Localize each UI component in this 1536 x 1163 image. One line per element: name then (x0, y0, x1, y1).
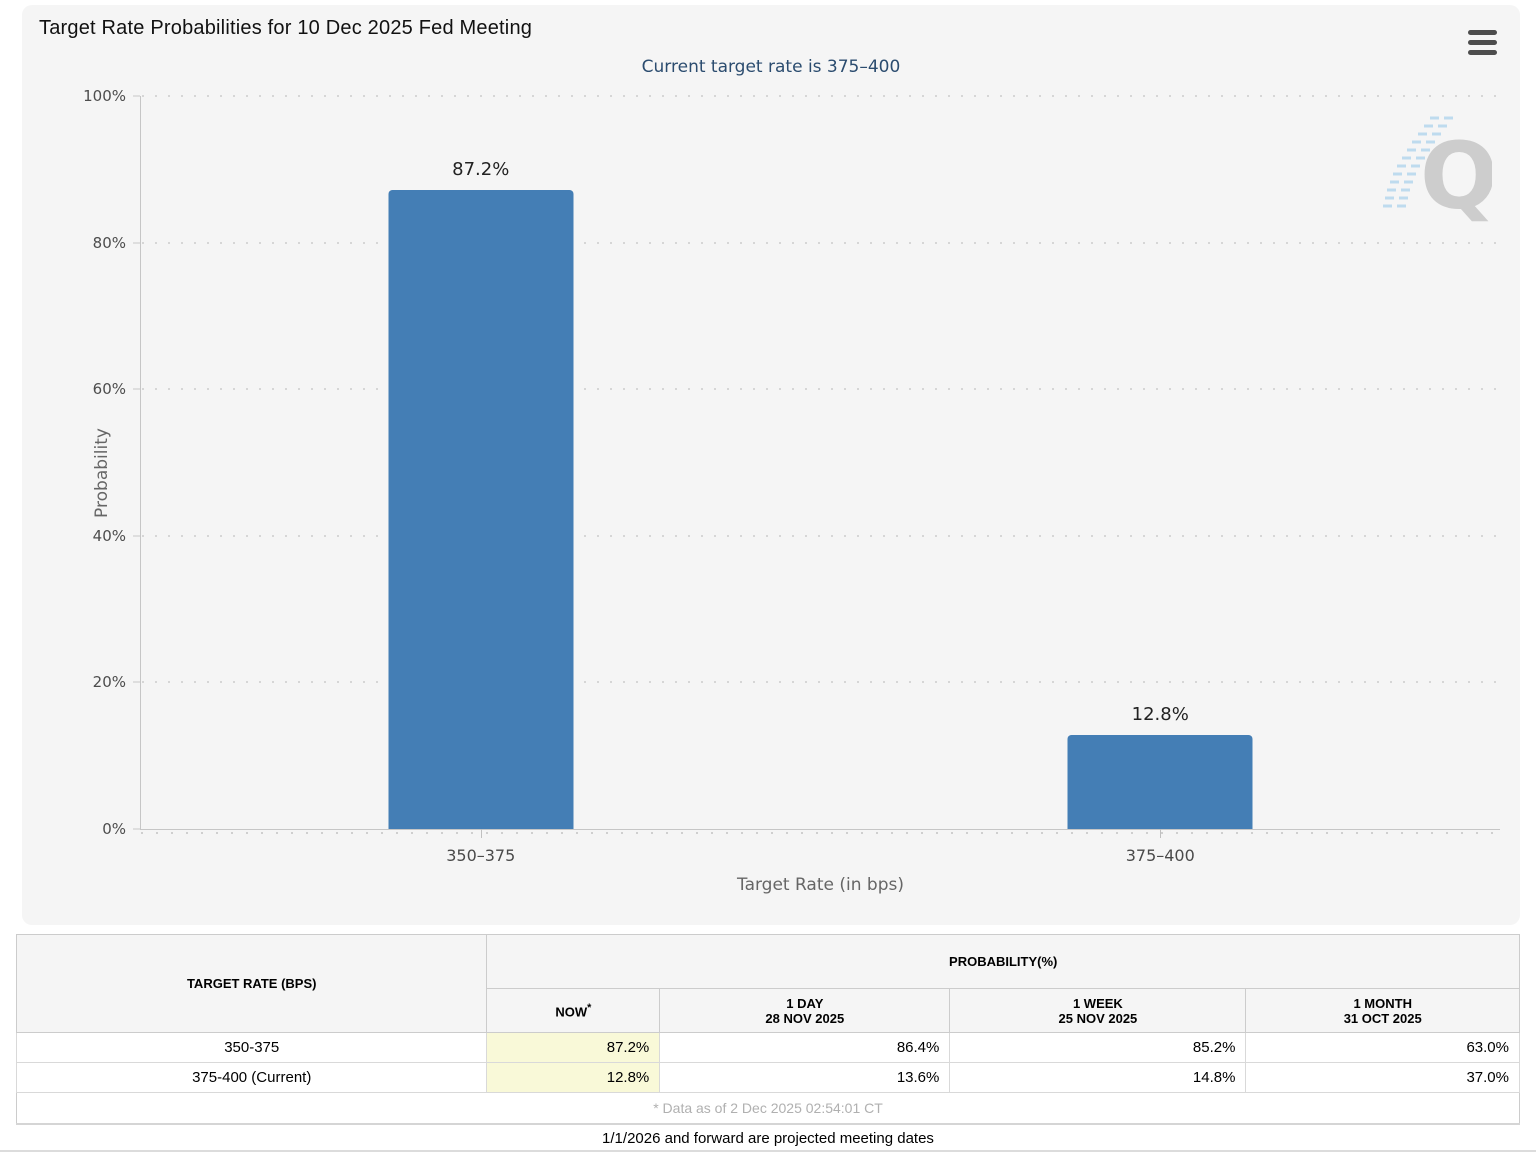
gridline-100 (142, 95, 1500, 97)
col-header-1day: 1 DAY 28 NOV 2025 (659, 988, 951, 1033)
y-axis-label: 40% (92, 526, 126, 545)
now-label: NOW (555, 1004, 588, 1020)
table-footnote-row: * Data as of 2 Dec 2025 02:54:01 CT (16, 1092, 1520, 1124)
quikstrike-logo-icon: Q (1382, 110, 1498, 230)
gridline-80 (142, 241, 1500, 244)
menu-bar (1468, 50, 1497, 55)
projected-dates-note: 1/1/2026 and forward are projected meeti… (602, 1130, 934, 1147)
bar-value-label: 12.8% (1131, 704, 1189, 726)
col-header-1week: 1 WEEK 25 NOV 2025 (949, 988, 1247, 1033)
chart-subtitle: Current target rate is 375–400 (641, 57, 901, 77)
chart-panel: Target Rate Probabilities for 10 Dec 202… (22, 5, 1520, 925)
week-probability-cell: 14.8% (949, 1062, 1247, 1093)
chart-title: Target Rate Probabilities for 10 Dec 202… (39, 17, 533, 39)
plot-area: 100% 80% 60% 40% 20% 0% 87.2% 12.8% 350–… (83, 87, 1500, 895)
menu-bar (1468, 30, 1497, 35)
now-asterisk: * (587, 1001, 592, 1014)
col-label: 1 MONTH (1353, 995, 1412, 1011)
y-axis-label: 0% (102, 820, 126, 838)
col-header-now: NOW* (486, 988, 661, 1033)
probability-table: TARGET RATE (BPS) PROBABILITY(%) NOW* 1 … (15, 934, 1520, 1125)
col-header-target-rate: TARGET RATE (BPS) (15, 934, 488, 1033)
x-axis-title: Target Rate (in bps) (737, 875, 904, 895)
y-tick (133, 681, 140, 683)
x-axis-minor-ticks (141, 832, 1500, 834)
col-group-header-probability: PROBABILITY(%) (486, 934, 1520, 989)
now-probability-cell: 12.8% (486, 1062, 661, 1093)
day-probability-cell: 86.4% (659, 1032, 951, 1063)
table-row: 350-375 87.2% 86.4% 85.2% 63.0% (15, 1032, 1520, 1063)
table-row: 375-400 (Current) 12.8% 13.6% 14.8% 37.0… (15, 1062, 1520, 1093)
y-tick (133, 388, 140, 390)
bar-375-400[interactable] (1067, 735, 1253, 829)
x-axis-label: 350–375 (446, 846, 516, 865)
y-tick (133, 535, 140, 537)
rate-cell: 350-375 (15, 1032, 488, 1063)
col-header-1month: 1 MONTH 31 OCT 2025 (1245, 988, 1520, 1033)
y-axis-label: 20% (92, 673, 126, 692)
hamburger-menu-icon[interactable] (1468, 30, 1497, 56)
day-probability-cell: 13.6% (659, 1062, 951, 1093)
y-tick (133, 828, 140, 830)
x-tick (1160, 829, 1162, 838)
x-tick (480, 829, 482, 838)
col-date: 31 OCT 2025 (1343, 1010, 1422, 1026)
col-date: 28 NOV 2025 (765, 1010, 845, 1026)
y-tick (133, 242, 140, 244)
bar-350-375[interactable] (388, 189, 574, 829)
week-probability-cell: 85.2% (949, 1032, 1247, 1063)
y-axis-label: 80% (92, 233, 126, 252)
gridline-20 (142, 681, 1500, 684)
bottom-divider (0, 1150, 1536, 1152)
svg-text:Q: Q (1420, 123, 1492, 225)
gridline-60 (142, 388, 1500, 391)
data-as-of-note: * Data as of 2 Dec 2025 02:54:01 CT (16, 1092, 1520, 1124)
now-probability-cell: 87.2% (486, 1032, 661, 1063)
month-probability-cell: 63.0% (1245, 1032, 1520, 1063)
month-probability-cell: 37.0% (1245, 1062, 1520, 1093)
y-tick (133, 95, 140, 97)
col-date: 25 NOV 2025 (1058, 1010, 1138, 1026)
y-axis-label: 60% (92, 380, 126, 399)
y-axis-title: Probability (91, 428, 112, 518)
gridline-40 (142, 534, 1500, 537)
x-axis-label: 375–400 (1125, 846, 1195, 865)
menu-bar (1468, 40, 1497, 45)
y-axis-label: 100% (83, 87, 126, 105)
bar-value-label: 87.2% (452, 158, 510, 180)
rate-cell: 375-400 (Current) (15, 1062, 488, 1093)
col-label: 1 WEEK (1072, 995, 1123, 1011)
col-label: 1 DAY (786, 995, 824, 1011)
